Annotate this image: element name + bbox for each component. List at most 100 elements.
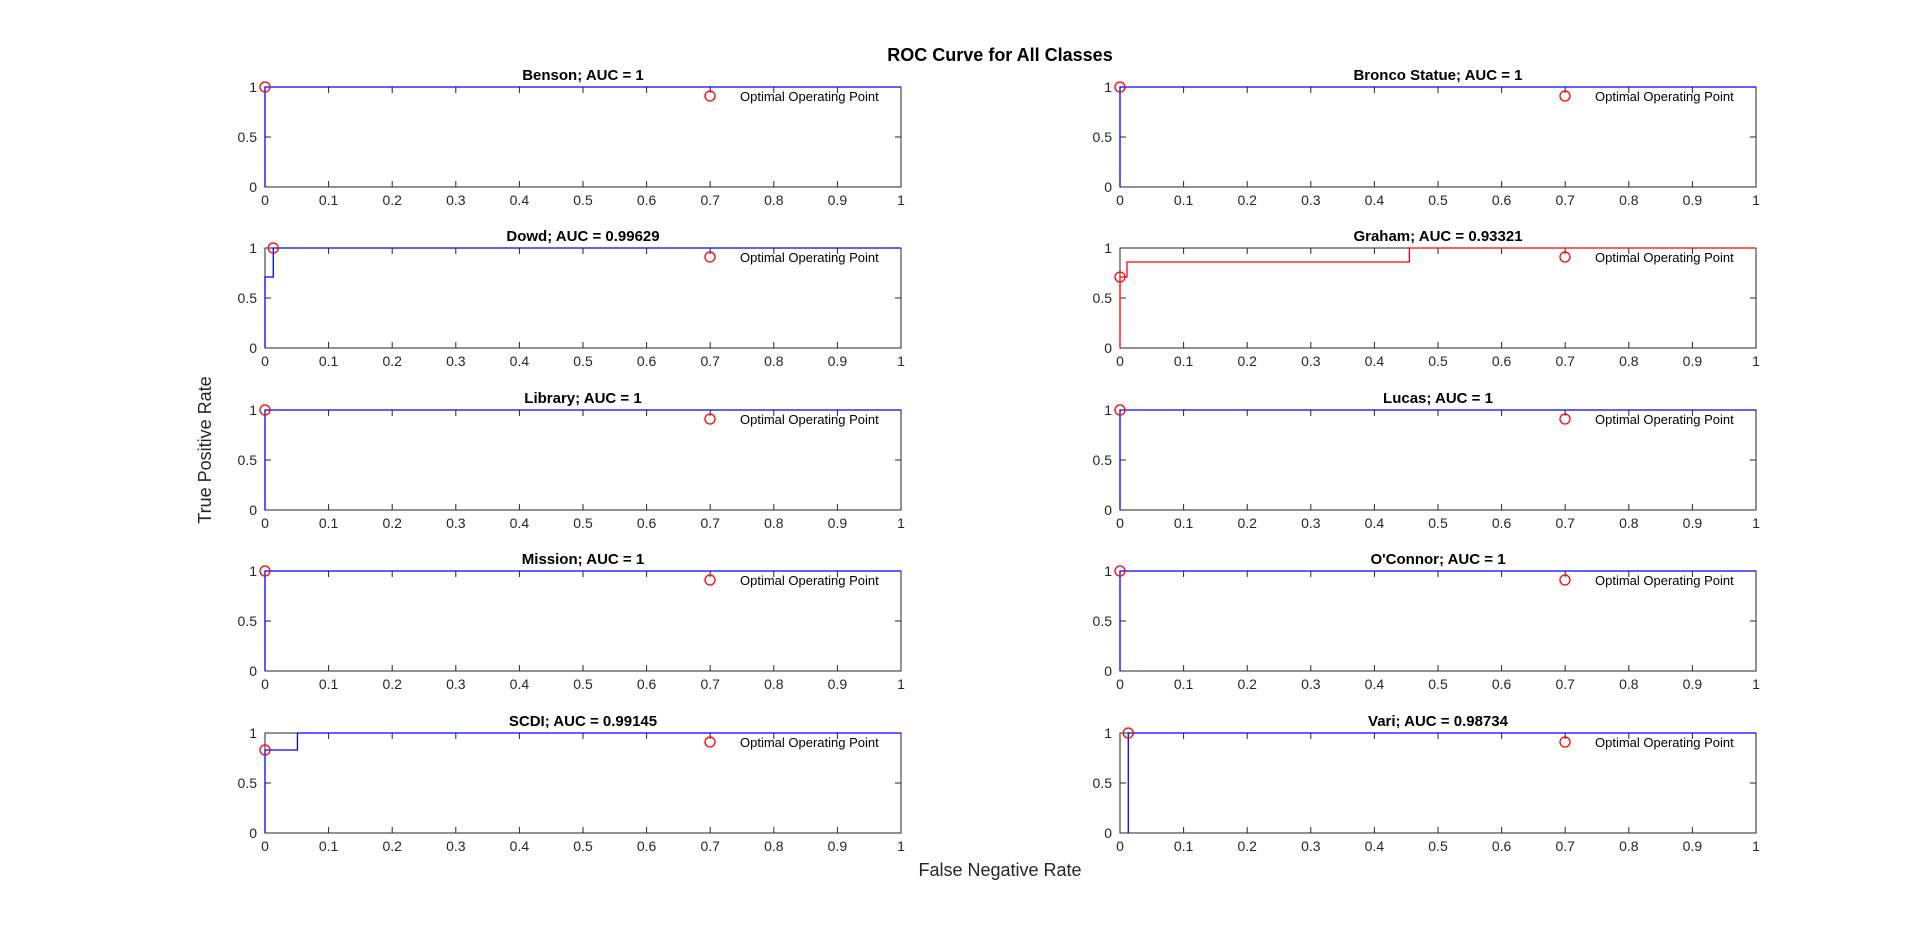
x-tick-label: 0.8: [764, 676, 784, 692]
x-tick-label: 0.1: [319, 838, 339, 854]
y-tick-label: 0: [1104, 502, 1112, 518]
x-tick-label: 0.2: [382, 838, 402, 854]
x-tick-label: 0.5: [573, 838, 593, 854]
x-tick-label: 0.9: [828, 515, 848, 531]
x-tick-label: 0.6: [637, 353, 657, 369]
x-tick-label: 1: [897, 676, 905, 692]
x-tick-label: 0.2: [382, 192, 402, 208]
x-tick-label: 0: [1116, 353, 1124, 369]
x-tick-label: 0.6: [1492, 838, 1512, 854]
x-tick-label: 1: [897, 515, 905, 531]
y-tick-label: 0.5: [238, 452, 258, 468]
subplot-9: Vari; AUC = 0.98734 0 0.1 0.2 0.3 0.4 0.5 0.6 0.…: [1093, 713, 1761, 854]
x-tick-label: 0.1: [1174, 838, 1194, 854]
legend-label: Optimal Operating Point: [1595, 573, 1734, 588]
x-tick-label: 0.8: [764, 192, 784, 208]
x-tick-label: 0.5: [573, 192, 593, 208]
x-tick-label: 0.4: [510, 515, 530, 531]
subplot-title: Dowd; AUC = 0.99629: [506, 228, 659, 245]
optimal-point-marker: [1114, 271, 1126, 283]
x-tick-label: 0.9: [1683, 353, 1703, 369]
subplot-7: O'Connor; AUC = 1 0 0.1 0.2 0.3 0.4 0.5 0.6 0.7 0…: [1093, 551, 1761, 692]
optimal-point-marker: [1122, 727, 1134, 739]
x-tick-label: 0: [261, 353, 269, 369]
x-tick-label: 1: [1752, 676, 1760, 692]
x-tick-label: 0.7: [700, 192, 720, 208]
y-tick-label: 0: [249, 825, 257, 841]
legend-label: Optimal Operating Point: [1595, 412, 1734, 427]
subplot-2: Dowd; AUC = 0.99629 0 0.1 0.2 0.3 0.4 0.5 0.6 0.…: [238, 228, 906, 369]
x-tick-label: 1: [897, 192, 905, 208]
subplot-title: Graham; AUC = 0.93321: [1353, 228, 1522, 245]
y-tick-label: 1: [249, 79, 257, 95]
x-tick-label: 1: [897, 353, 905, 369]
legend-label: Optimal Operating Point: [740, 735, 879, 750]
roc-curve-series-0: [264, 247, 901, 348]
x-tick-label: 0: [261, 192, 269, 208]
x-tick-label: 0.6: [637, 192, 657, 208]
x-tick-label: 0.7: [1555, 676, 1575, 692]
legend-label: Optimal Operating Point: [1595, 735, 1734, 750]
x-tick-label: 0.9: [1683, 838, 1703, 854]
subplot-title: Bronco Statue; AUC = 1: [1353, 67, 1522, 84]
x-tick-label: 0.7: [1555, 353, 1575, 369]
figure-xlabel: False Negative Rate: [918, 860, 1081, 880]
roc-curve-series-0: [264, 86, 901, 187]
y-tick-label: 0: [1104, 663, 1112, 679]
x-tick-label: 0.9: [1683, 192, 1703, 208]
x-tick-label: 0.3: [446, 515, 466, 531]
x-tick-label: 1: [1752, 192, 1760, 208]
subplot-8: SCDI; AUC = 0.99145 0 0.1 0.2 0.3 0.4 0.5 0.6 0.…: [238, 713, 906, 854]
roc-curve-series-0: [264, 732, 901, 833]
legend-label: Optimal Operating Point: [740, 250, 879, 265]
plot-area: [1119, 247, 1757, 349]
x-tick-label: 0.7: [1555, 515, 1575, 531]
x-tick-label: 0.3: [1301, 353, 1321, 369]
x-tick-label: 0.7: [700, 353, 720, 369]
x-tick-label: 0.5: [1428, 676, 1448, 692]
y-tick-label: 0: [1104, 179, 1112, 195]
x-tick-label: 0.2: [1237, 676, 1257, 692]
x-tick-label: 0.5: [573, 515, 593, 531]
y-tick-label: 0: [249, 663, 257, 679]
x-tick-label: 0.2: [1237, 353, 1257, 369]
roc-curve-series-0: [1119, 409, 1756, 510]
x-tick-label: 0.4: [1365, 515, 1385, 531]
x-tick-label: 0.3: [1301, 838, 1321, 854]
x-tick-label: 0.8: [764, 838, 784, 854]
y-tick-label: 0.5: [1093, 452, 1113, 468]
x-tick-label: 0: [1116, 192, 1124, 208]
legend-marker: [1559, 90, 1571, 102]
x-tick-label: 0.6: [1492, 515, 1512, 531]
y-tick-label: 0: [1104, 825, 1112, 841]
x-tick-label: 0.2: [1237, 192, 1257, 208]
y-tick-label: 0.5: [1093, 290, 1113, 306]
legend-marker: [1559, 736, 1571, 748]
y-tick-label: 0: [249, 179, 257, 195]
subplot-title: Mission; AUC = 1: [522, 551, 644, 568]
optimal-point-marker: [1114, 565, 1126, 577]
subplot-grid: Benson; AUC = 1 0 0.1 0.2 0.3 0.4 0.5 0.6 0.7 0.8…: [238, 67, 1761, 854]
subplot-title: Benson; AUC = 1: [522, 67, 644, 84]
roc-curve-series-0: [264, 409, 901, 510]
x-tick-label: 0.9: [828, 353, 848, 369]
x-tick-label: 0: [261, 676, 269, 692]
x-tick-label: 0.2: [1237, 515, 1257, 531]
legend-label: Optimal Operating Point: [740, 412, 879, 427]
x-tick-label: 0.4: [510, 838, 530, 854]
x-tick-label: 0.8: [1619, 515, 1639, 531]
subplot-5: Lucas; AUC = 1 0 0.1 0.2 0.3 0.4 0.5 0.6 0.7 0.8 0…: [1093, 390, 1761, 531]
x-tick-label: 0.1: [1174, 515, 1194, 531]
plot-area: [264, 247, 902, 349]
x-tick-label: 0.5: [573, 353, 593, 369]
x-tick-label: 0.1: [1174, 353, 1194, 369]
x-tick-label: 0.2: [382, 676, 402, 692]
x-tick-label: 0.4: [1365, 676, 1385, 692]
y-tick-label: 1: [249, 563, 257, 579]
y-tick-label: 0.5: [1093, 129, 1113, 145]
x-tick-label: 0: [1116, 515, 1124, 531]
y-tick-label: 1: [249, 240, 257, 256]
y-tick-label: 0.5: [1093, 613, 1113, 629]
x-tick-label: 0.3: [1301, 192, 1321, 208]
